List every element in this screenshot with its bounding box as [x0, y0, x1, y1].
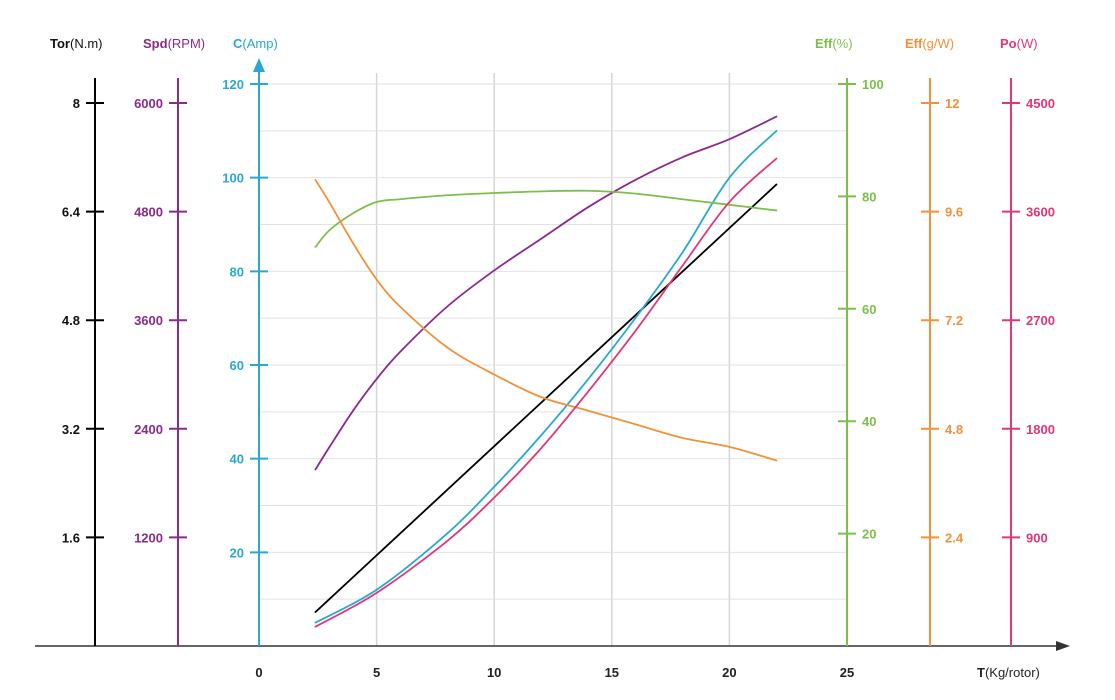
effp-axis-title-unit: (%)	[832, 36, 852, 51]
labels: 0 5 10 15 20 25 T(Kg/rotor) 1.6 3.2 4.8 6.4 8 Tor(N.…	[50, 36, 1055, 680]
x-tick-label: 15	[605, 665, 619, 680]
cur-tick-label: 80	[230, 264, 244, 279]
tor-axis-title-bold: Tor	[50, 36, 70, 51]
effp-axis-title: Eff(%)	[815, 36, 853, 51]
effg-tick-label: 4.8	[945, 422, 963, 437]
effg-series-line	[314, 179, 778, 462]
po-tick-label: 3600	[1026, 205, 1055, 220]
x-tick-label: 20	[722, 665, 736, 680]
spd-tick-label: 1200	[134, 530, 163, 545]
effp-tick-label: 80	[862, 189, 876, 204]
x-tick-label: 25	[840, 665, 854, 680]
x-axis-title-bold: T	[977, 665, 985, 680]
po-tick-label: 4500	[1026, 96, 1055, 111]
po-tick-label: 1800	[1026, 422, 1055, 437]
effp-tick-label: 20	[862, 527, 876, 542]
tor-tick-label: 6.4	[62, 205, 81, 220]
cur-tick-label: 120	[222, 77, 244, 92]
spd-axis-title-bold: Spd	[143, 36, 168, 51]
series-lines	[314, 115, 778, 628]
po-tick-label: 900	[1026, 530, 1048, 545]
spd-axis-title-unit: (RPM)	[168, 36, 206, 51]
x-tick-label: 5	[373, 665, 380, 680]
cur-axis-title-unit: (Amp)	[242, 36, 277, 51]
effp-tick-label: 60	[862, 302, 876, 317]
po-axis-title-unit: (W)	[1017, 36, 1038, 51]
cur-tick-label: 100	[222, 171, 244, 186]
spd-tick-label: 3600	[134, 313, 163, 328]
po-axis-title: Po(W)	[1000, 36, 1038, 51]
effg-tick-label: 7.2	[945, 313, 963, 328]
effp-series-line	[314, 189, 778, 248]
x-axis-arrow	[1056, 641, 1070, 651]
x-axis-title: T(Kg/rotor)	[977, 665, 1040, 680]
tor-axis-title: Tor(N.m)	[50, 36, 102, 51]
spd-tick-label: 2400	[134, 422, 163, 437]
effg-axis-title-unit: (g/W)	[922, 36, 954, 51]
axes	[35, 58, 1070, 651]
x-axis-title-unit: (Kg/rotor)	[985, 665, 1040, 680]
po-series-line	[314, 157, 778, 628]
effg-tick-label: 9.6	[945, 205, 963, 220]
tor-tick-label: 3.2	[62, 422, 80, 437]
effp-axis-title-bold: Eff	[815, 36, 833, 51]
cur-tick-label: 20	[230, 545, 244, 560]
tor-tick-label: 1.6	[62, 530, 80, 545]
po-tick-label: 2700	[1026, 313, 1055, 328]
effp-tick-label: 40	[862, 414, 876, 429]
tor-tick-label: 8	[73, 96, 80, 111]
spd-tick-label: 6000	[134, 96, 163, 111]
cur-axis-title-bold: C	[233, 36, 243, 51]
cur-axis-arrow	[253, 58, 265, 72]
cur-series-line	[314, 129, 778, 624]
effg-axis-title-bold: Eff	[905, 36, 923, 51]
effp-tick-label: 100	[862, 77, 884, 92]
tor-tick-label: 4.8	[62, 313, 80, 328]
effg-tick-label: 12	[945, 96, 959, 111]
spd-axis-title: Spd(RPM)	[143, 36, 205, 51]
spd-series-line	[314, 115, 778, 471]
cur-tick-label: 40	[230, 452, 244, 467]
grid	[259, 73, 847, 646]
x-tick-label: 10	[487, 665, 501, 680]
cur-tick-label: 60	[230, 358, 244, 373]
cur-axis-title: C(Amp)	[233, 36, 278, 51]
effg-axis-title: Eff(g/W)	[905, 36, 954, 51]
x-tick-label: 0	[255, 665, 262, 680]
po-axis-title-bold: Po	[1000, 36, 1017, 51]
effg-tick-label: 2.4	[945, 530, 964, 545]
spd-tick-label: 4800	[134, 205, 163, 220]
tor-axis-title-unit: (N.m)	[70, 36, 103, 51]
